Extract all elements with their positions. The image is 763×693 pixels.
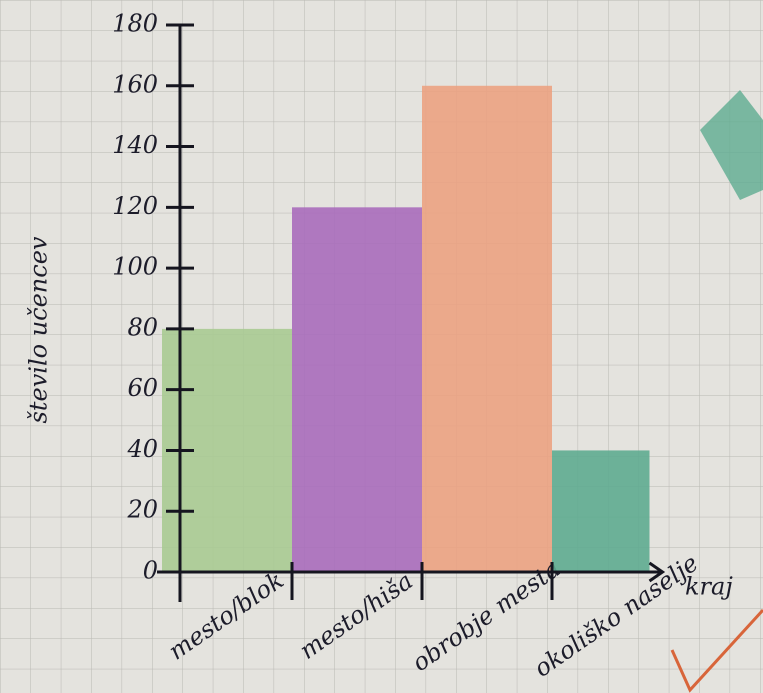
decoration: [700, 90, 763, 200]
y-axis-label: število učencev: [25, 236, 53, 423]
y-tick-label: 160: [112, 70, 158, 98]
x-axis-label: kraj: [685, 573, 733, 601]
y-tick-label: 120: [112, 192, 158, 220]
y-tick-label: 140: [112, 131, 158, 159]
decoration: [670, 608, 763, 693]
bar: [552, 450, 650, 572]
y-tick-label: 180: [112, 10, 158, 38]
x-axis: [157, 561, 666, 583]
bar: [422, 85, 552, 573]
y-tick-label: 60: [127, 374, 158, 402]
y-tick-label: 40: [126, 435, 158, 463]
y-tick-label: 20: [126, 496, 158, 524]
y-tick-label: 0: [143, 557, 158, 585]
y-tick-label: 100: [112, 253, 158, 281]
y-tick-label: 80: [127, 313, 158, 341]
bar: [292, 207, 422, 573]
